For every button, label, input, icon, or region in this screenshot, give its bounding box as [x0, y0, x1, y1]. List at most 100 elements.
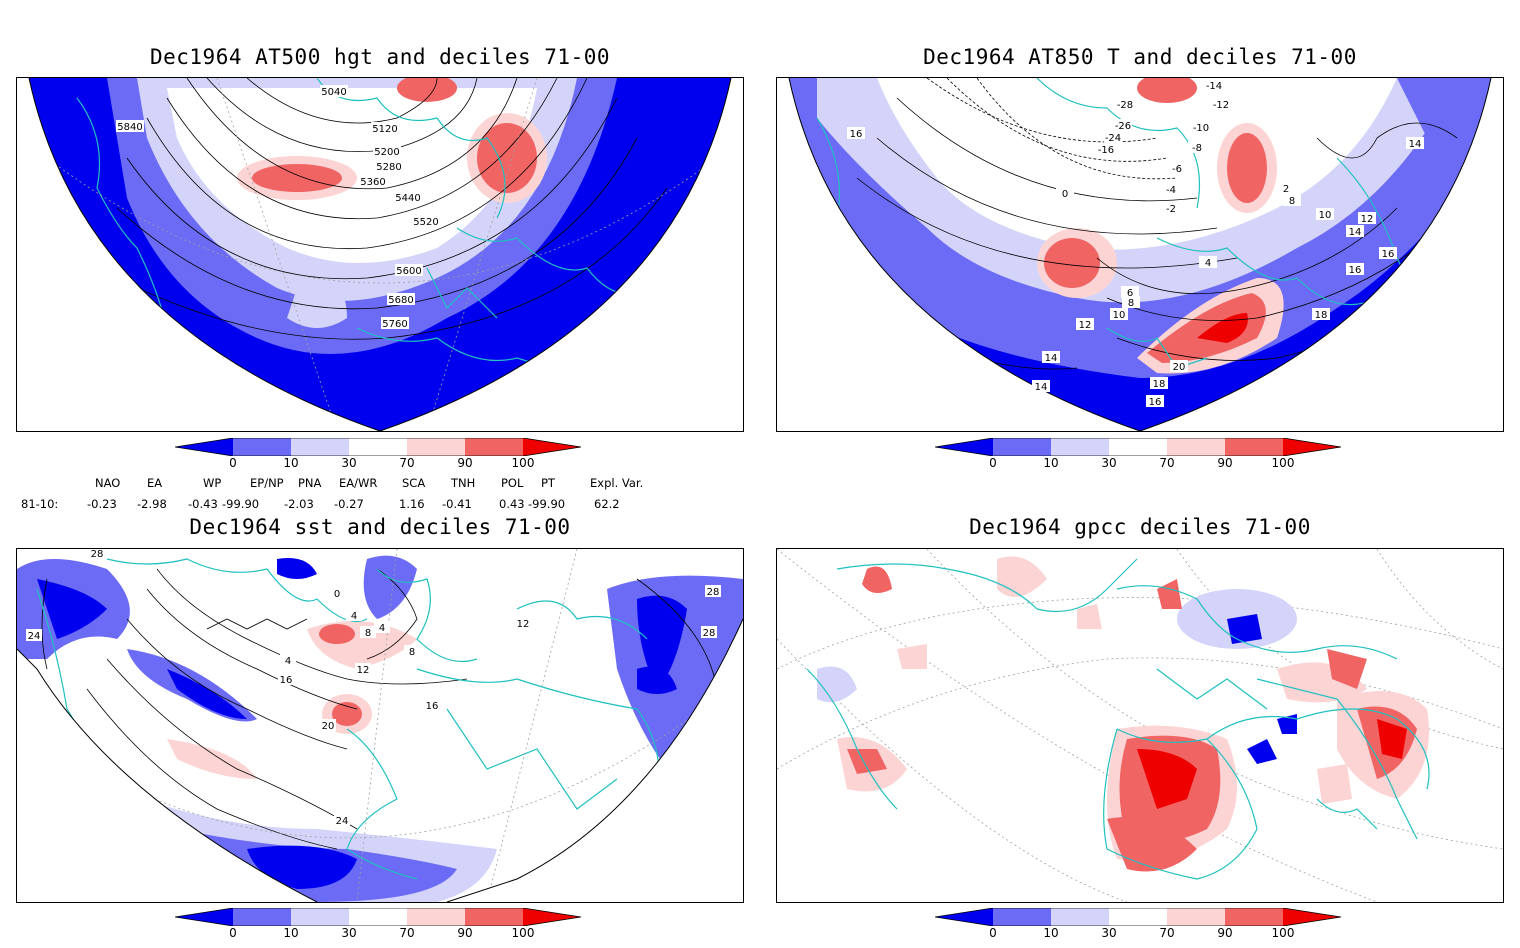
index-value: -2.03 [284, 497, 314, 511]
svg-text:5360: 5360 [360, 177, 385, 188]
index-header: TNH [451, 476, 476, 490]
map-gpcc [777, 549, 1503, 902]
contour-label: 10 [1316, 208, 1334, 221]
svg-text:18: 18 [1153, 379, 1166, 390]
contour-label: 14 [1042, 351, 1060, 364]
contour-label: 16 [847, 127, 865, 140]
colorbar-label: 100 [1271, 926, 1295, 940]
contour-label: -6 [1168, 162, 1186, 175]
svg-text:5040: 5040 [321, 87, 346, 98]
contour-label: 5680 [387, 293, 415, 306]
svg-text:4: 4 [379, 623, 385, 634]
svg-text:28: 28 [707, 587, 720, 598]
svg-text:12: 12 [517, 619, 530, 630]
contour-label: 20 [320, 719, 336, 732]
svg-text:5440: 5440 [395, 193, 420, 204]
colorbar-label: 0 [989, 926, 997, 940]
colorbar-swatch-5 [465, 438, 523, 456]
index-header: POL [501, 476, 524, 490]
svg-text:8: 8 [1128, 298, 1134, 309]
map-panel-hgt500: 5040 5120 5200 5280 5360 5440 5520 5600 … [16, 77, 744, 432]
colorbar-label: 10 [283, 456, 299, 470]
map-sst: 28 24 0 4 4 8 4 8 12 16 20 24 28 28 16 1… [17, 549, 743, 902]
contour-label: 5360 [359, 175, 387, 188]
svg-text:14: 14 [1035, 382, 1048, 393]
colorbar-swatch-4 [407, 438, 465, 456]
svg-text:28: 28 [91, 549, 104, 560]
contour-label: -12 [1212, 98, 1230, 111]
svg-text:24: 24 [336, 816, 349, 827]
colorbar-top-right: 0 10 30 70 90 100 [934, 437, 1355, 478]
index-header: EA/WR [339, 476, 378, 490]
contour-label: 5840 [116, 120, 144, 133]
contour-label: 5040 [320, 85, 348, 98]
contour-label: 14 [1032, 380, 1050, 393]
contour-label: -4 [1162, 183, 1180, 196]
index-value: 1.16 [399, 497, 425, 511]
colorbar-swatch-6 [523, 908, 581, 926]
index-value: -0.27 [334, 497, 364, 511]
contour-label: 4 [1199, 256, 1217, 269]
panel-title-p1: Dec1964 AT500 hgt and deciles 71-00 [149, 45, 610, 69]
colorbar-swatch-6 [1283, 908, 1341, 926]
colorbar-swatch-1 [993, 908, 1051, 926]
svg-text:0: 0 [1062, 189, 1068, 200]
colorbar-label: 70 [399, 456, 415, 470]
contour-label: -8 [1188, 141, 1206, 154]
contour-label: 12 [1358, 212, 1376, 225]
colorbar-swatch-0 [175, 438, 233, 456]
colorbar-swatch-1 [993, 438, 1051, 456]
index-header: SCA [402, 476, 426, 490]
map-panel-t850: -14 -12 -28 -26 -24 -16 -10 -8 -6 -4 -2 … [776, 77, 1504, 432]
colorbar-label: 90 [1217, 456, 1233, 470]
contour-label: 5200 [373, 145, 401, 158]
contour-label: 4 [374, 621, 390, 634]
contour-label: 4 [280, 654, 296, 667]
colorbar-swatch-4 [1167, 908, 1225, 926]
svg-text:16: 16 [850, 129, 863, 140]
colorbar-label: 100 [511, 456, 535, 470]
contour-label: 24 [334, 814, 350, 827]
contour-label: 0 [329, 587, 345, 600]
svg-text:10: 10 [1113, 310, 1126, 321]
contour-label: 0 [1056, 187, 1074, 200]
contour-label: -16 [1097, 143, 1115, 156]
svg-text:8: 8 [1289, 196, 1295, 207]
colorbar-label: 10 [1043, 456, 1059, 470]
svg-text:5840: 5840 [117, 122, 142, 133]
colorbar-label: 30 [341, 926, 357, 940]
svg-text:5760: 5760 [382, 319, 407, 330]
svg-text:6: 6 [1127, 288, 1133, 299]
svg-text:12: 12 [1361, 214, 1374, 225]
colorbar-swatch-3 [349, 908, 407, 926]
colorbar-top-left: 0 10 30 70 90 100 [174, 437, 595, 478]
svg-text:-8: -8 [1192, 143, 1202, 154]
precip-anomalies [817, 556, 1429, 872]
contour-label: 6 [1121, 286, 1139, 299]
contour-label: -24 [1104, 131, 1122, 144]
svg-text:12: 12 [1079, 320, 1092, 331]
colorbar-swatch-6 [1283, 438, 1341, 456]
contour-label: 10 [1110, 308, 1128, 321]
contour-label: 16 [1346, 263, 1364, 276]
panel-title-p2: Dec1964 AT850 T and deciles 71-00 [923, 45, 1357, 69]
colorbar-label: 70 [399, 926, 415, 940]
index-header: PNA [298, 476, 322, 490]
colorbar-label: 30 [341, 456, 357, 470]
colorbar-swatch-3 [349, 438, 407, 456]
svg-text:28: 28 [703, 628, 716, 639]
colorbar-label: 100 [1271, 456, 1295, 470]
contour-label: 12 [1076, 318, 1094, 331]
svg-text:-24: -24 [1105, 133, 1121, 144]
contour-label: 5600 [395, 264, 423, 277]
colorbar-label: 70 [1159, 456, 1175, 470]
svg-text:12: 12 [357, 665, 370, 676]
svg-text:16: 16 [1149, 397, 1162, 408]
colorbar-swatches [174, 907, 582, 927]
contour-labels-p3: 28 24 0 4 4 8 4 8 12 16 20 24 28 28 16 1… [26, 549, 721, 827]
contour-label: 8 [1122, 296, 1140, 309]
contour-labels-p1: 5040 5120 5200 5280 5360 5440 5520 5600 … [116, 85, 440, 330]
contour-label: 14 [1406, 137, 1424, 150]
colorbar-swatch-4 [1167, 438, 1225, 456]
colorbar-swatch-2 [1051, 908, 1109, 926]
